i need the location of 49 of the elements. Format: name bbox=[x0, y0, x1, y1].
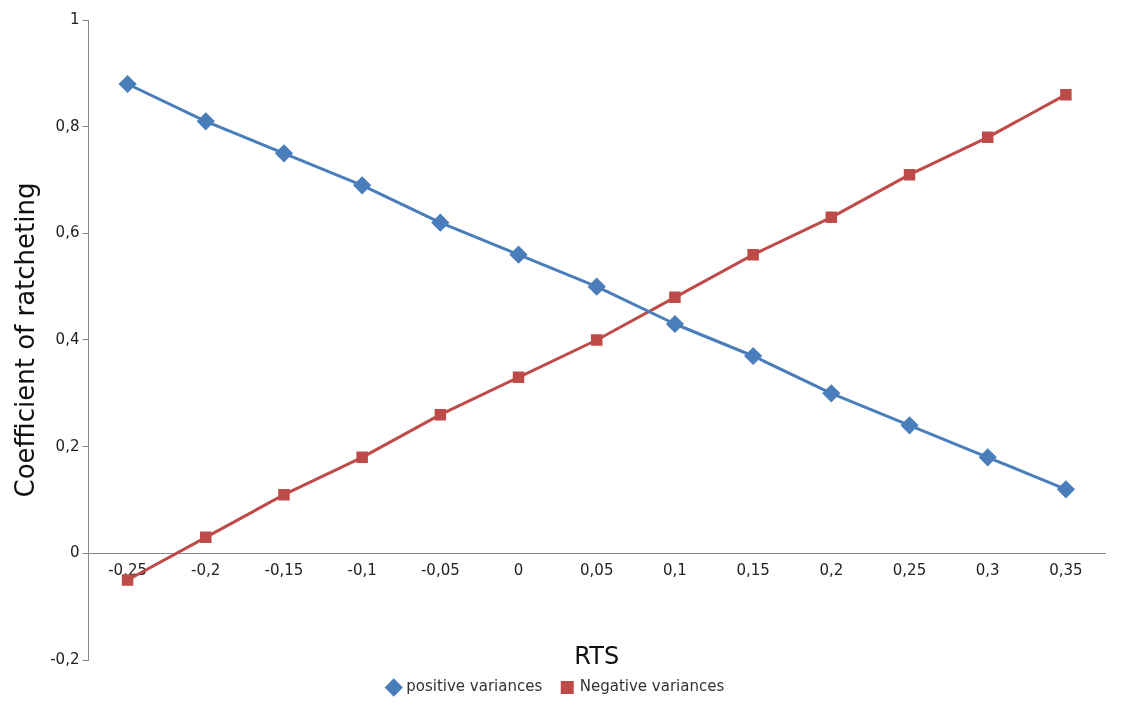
point bbox=[431, 214, 449, 232]
point bbox=[744, 347, 762, 365]
point bbox=[981, 131, 994, 144]
y-tick-label: 0,4 bbox=[55, 329, 80, 348]
x-tick-label: 0,2 bbox=[819, 561, 844, 580]
point bbox=[901, 416, 919, 434]
point bbox=[590, 334, 603, 346]
x-tick-label: 0,15 bbox=[736, 561, 770, 580]
point bbox=[1060, 88, 1072, 101]
x-tick-label: 0,05 bbox=[580, 561, 614, 580]
point bbox=[434, 408, 447, 421]
point bbox=[825, 211, 838, 224]
y-tick-label: 0,8 bbox=[55, 116, 80, 135]
x-tick-label: -0,15 bbox=[264, 561, 304, 580]
point bbox=[1057, 480, 1075, 498]
legend-label: Negative variances bbox=[579, 677, 725, 696]
point bbox=[121, 574, 134, 586]
y-tick-label: 0,2 bbox=[55, 436, 80, 455]
x-tick-label: 0,1 bbox=[663, 561, 687, 580]
point bbox=[119, 75, 137, 93]
point bbox=[356, 451, 368, 464]
y-tick-label: 1 bbox=[69, 9, 80, 28]
point bbox=[510, 246, 528, 264]
point bbox=[666, 315, 684, 333]
x-tick-label: 0,25 bbox=[892, 561, 927, 580]
point bbox=[588, 278, 606, 296]
point bbox=[197, 112, 215, 130]
y-tick-label: 0 bbox=[69, 543, 80, 562]
point bbox=[669, 291, 681, 304]
x-tick-label: -0,2 bbox=[191, 561, 221, 580]
y-tick-label: -0,2 bbox=[50, 649, 80, 668]
y-axis-title: Coefficient of ratcheting bbox=[10, 182, 41, 498]
point bbox=[353, 176, 371, 194]
point bbox=[822, 384, 840, 402]
x-tick-label: 0,3 bbox=[975, 561, 1000, 580]
point bbox=[512, 371, 525, 384]
point bbox=[903, 168, 916, 181]
x-axis-title: RTS bbox=[574, 641, 620, 670]
legend-label: positive variances bbox=[406, 677, 543, 696]
point bbox=[275, 144, 293, 162]
point bbox=[278, 488, 290, 501]
point bbox=[979, 448, 997, 466]
x-tick-label: 0,35 bbox=[1049, 561, 1083, 580]
x-tick-label: -0,05 bbox=[420, 561, 460, 580]
y-tick-label: 0,6 bbox=[55, 223, 80, 242]
x-tick-label: -0,1 bbox=[347, 561, 377, 580]
point bbox=[747, 248, 759, 261]
x-tick-label: 0 bbox=[513, 561, 524, 580]
point bbox=[200, 531, 212, 544]
